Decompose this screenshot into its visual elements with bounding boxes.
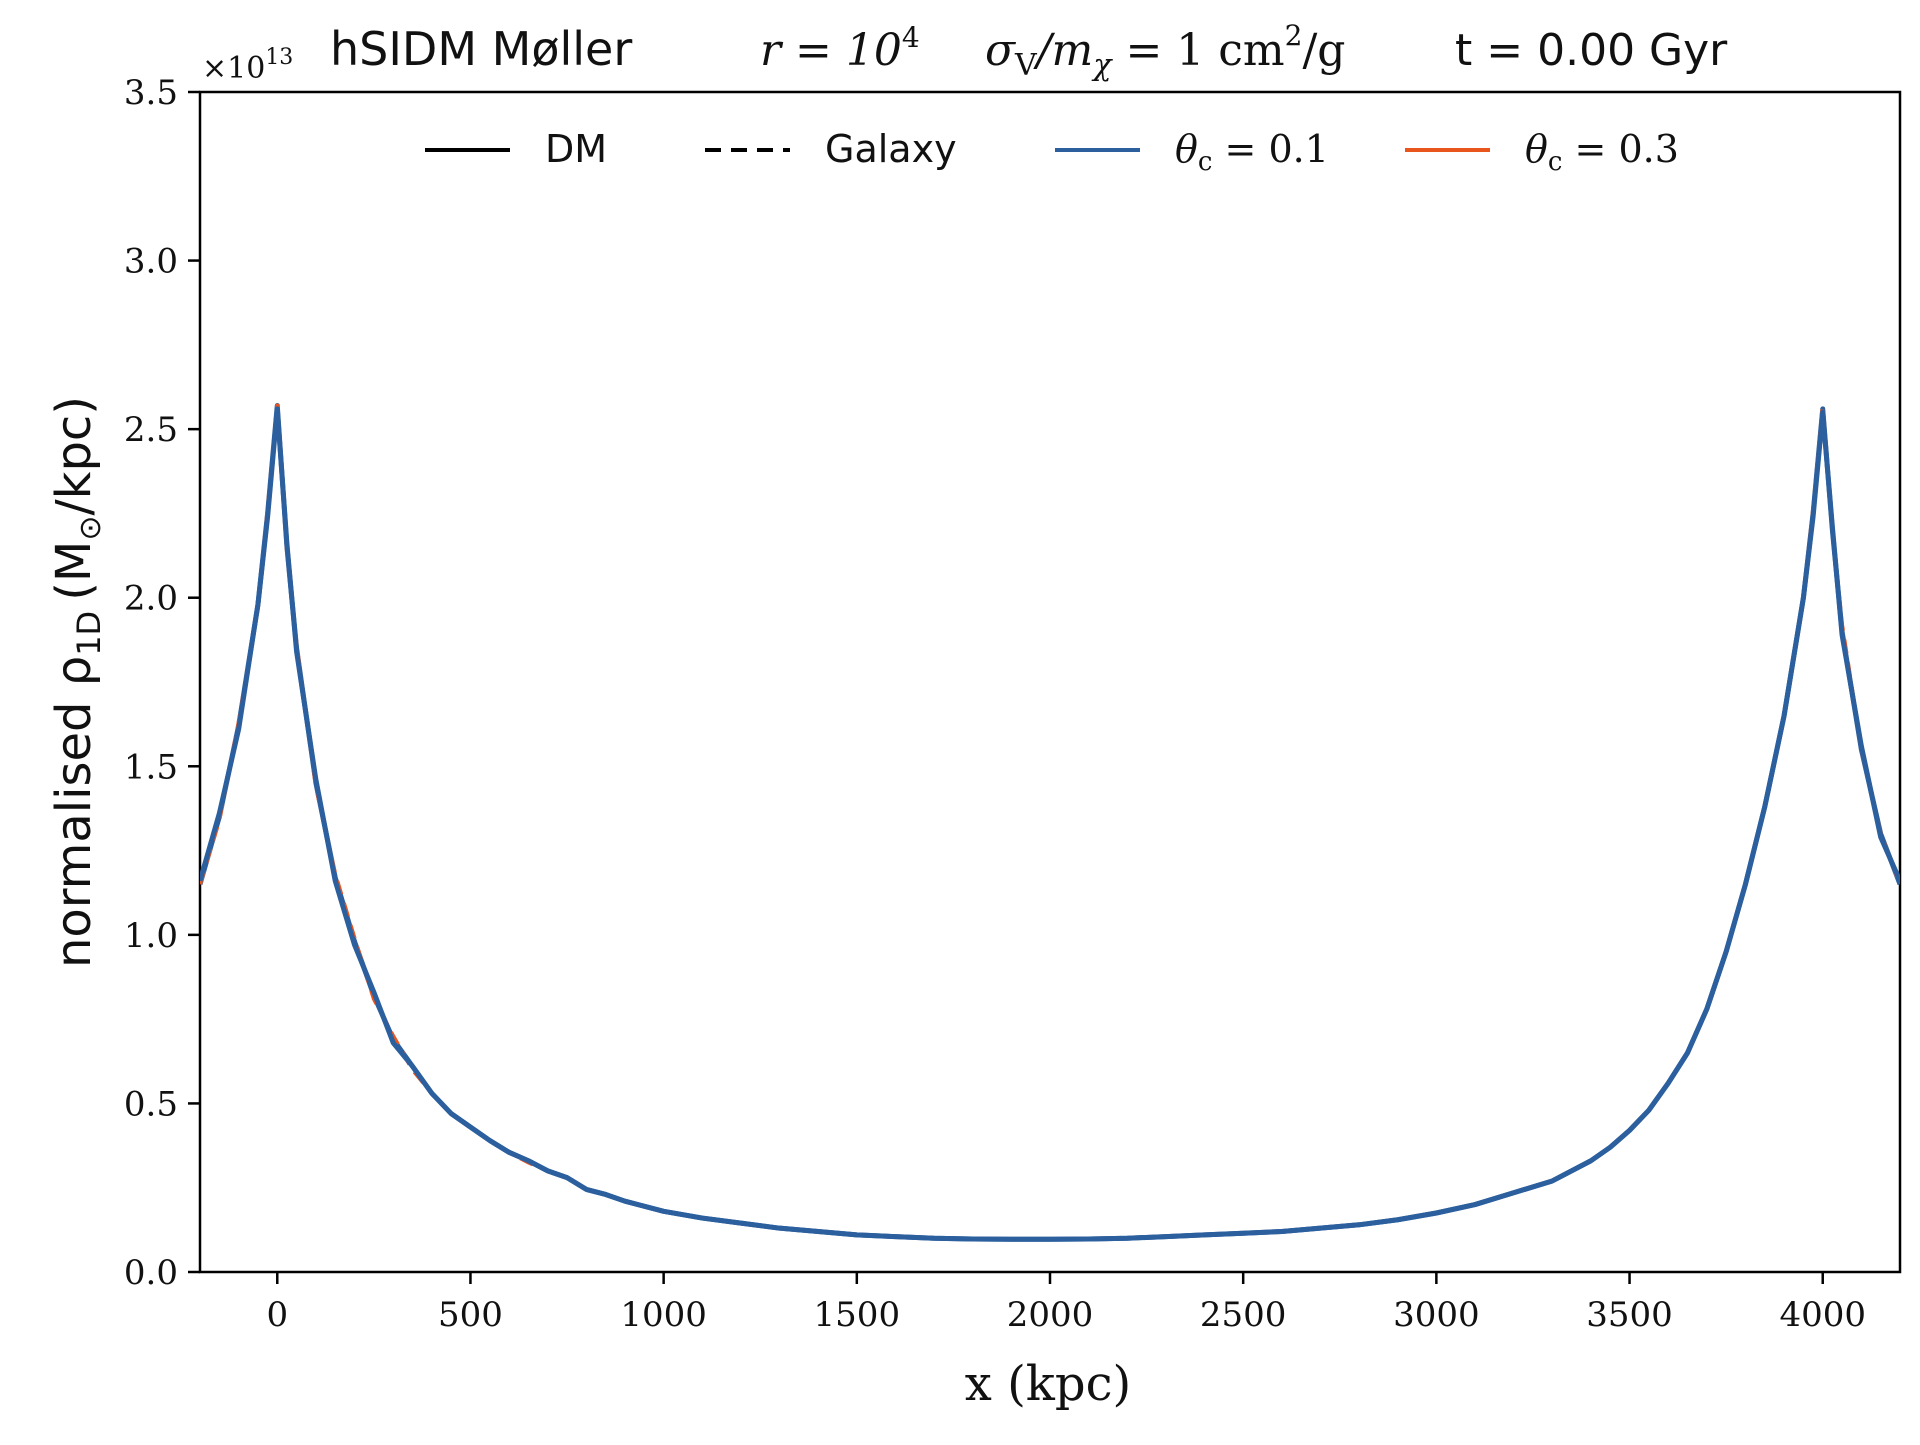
title-sigma-sub2: χ xyxy=(1091,48,1113,83)
plot-frame xyxy=(198,90,1902,1274)
legend-label-galaxy: Galaxy xyxy=(825,127,957,171)
y-tick-label: 3.5 xyxy=(124,73,178,113)
x-axis-label: x (kpc) xyxy=(965,1356,1131,1412)
x-tick-label: 500 xyxy=(438,1295,503,1335)
chart-title: hSIDM Møller r = 104 σV/mχ = 1 cm2/g t =… xyxy=(330,19,1728,83)
x-tick-label: 3500 xyxy=(1586,1295,1673,1335)
y-axis-label-unit: (M xyxy=(46,541,102,601)
x-tick-label: 4000 xyxy=(1779,1295,1866,1335)
y-tick-label: 2.0 xyxy=(124,579,178,619)
title-sigma-rest: = 1 cm xyxy=(1111,25,1284,76)
x-tick-label: 2500 xyxy=(1200,1295,1287,1335)
y-offset-exp: 13 xyxy=(265,45,293,70)
title-r-exp: 4 xyxy=(902,21,920,54)
y-tick-label: 0.0 xyxy=(124,1253,178,1293)
y-axis-label-sub: 1D xyxy=(70,611,108,656)
legend: DM Galaxy θc = 0.1 θc = 0.3 xyxy=(425,127,1679,177)
x-tick-label: 2000 xyxy=(1007,1295,1094,1335)
title-sigma-label: σ xyxy=(985,25,1017,76)
y-tick-label: 0.5 xyxy=(124,1084,178,1124)
x-tick-label: 0 xyxy=(266,1295,288,1335)
x-tick-label: 3000 xyxy=(1393,1295,1480,1335)
series-line-2 xyxy=(200,406,1900,1242)
legend-label-theta-03: θc = 0.3 xyxy=(1525,127,1679,177)
title-time: t = 0.00 Gyr xyxy=(1455,25,1728,76)
legend-label-theta-01: θc = 0.1 xyxy=(1175,127,1329,177)
y-offset-text: ×1013 xyxy=(202,45,293,86)
title-sigma-unit: /g xyxy=(1302,25,1345,76)
title-r-label: r = 10 xyxy=(760,25,902,76)
y-tick-label: 2.5 xyxy=(124,410,178,450)
title-sigma-exp: 2 xyxy=(1285,19,1303,52)
y-tick-label: 1.0 xyxy=(124,916,178,956)
y-axis-label-unit-sub: ⊙ xyxy=(73,516,108,541)
title-r: r = 104 xyxy=(760,21,920,76)
y-axis-label-main: normalised ρ xyxy=(46,656,102,968)
y-offset-base: ×10 xyxy=(202,51,265,86)
title-sigma: σV/mχ = 1 cm2/g xyxy=(985,19,1345,83)
title-prefix: hSIDM Møller xyxy=(330,22,632,76)
title-sigma-mid: /m xyxy=(1033,25,1094,76)
x-tick-label: 1000 xyxy=(620,1295,707,1335)
legend-label-dm: DM xyxy=(545,127,607,171)
y-axis-label: normalised ρ1D (M⊙/kpc) xyxy=(46,396,108,968)
x-tick-label: 1500 xyxy=(814,1295,901,1335)
y-tick-label: 1.5 xyxy=(124,747,178,787)
y-axis-label-unit-rest: /kpc) xyxy=(46,396,102,516)
y-tick-label: 3.0 xyxy=(124,242,178,282)
title-sigma-sub: V xyxy=(1014,48,1038,83)
series-layer xyxy=(200,403,1900,1242)
x-axis: 0 500 1000 1500 2000 2500 3000 3500 4000 xyxy=(266,1272,1866,1335)
y-axis: 0.0 0.5 1.0 1.5 2.0 2.5 3.0 3.5 xyxy=(124,73,200,1293)
